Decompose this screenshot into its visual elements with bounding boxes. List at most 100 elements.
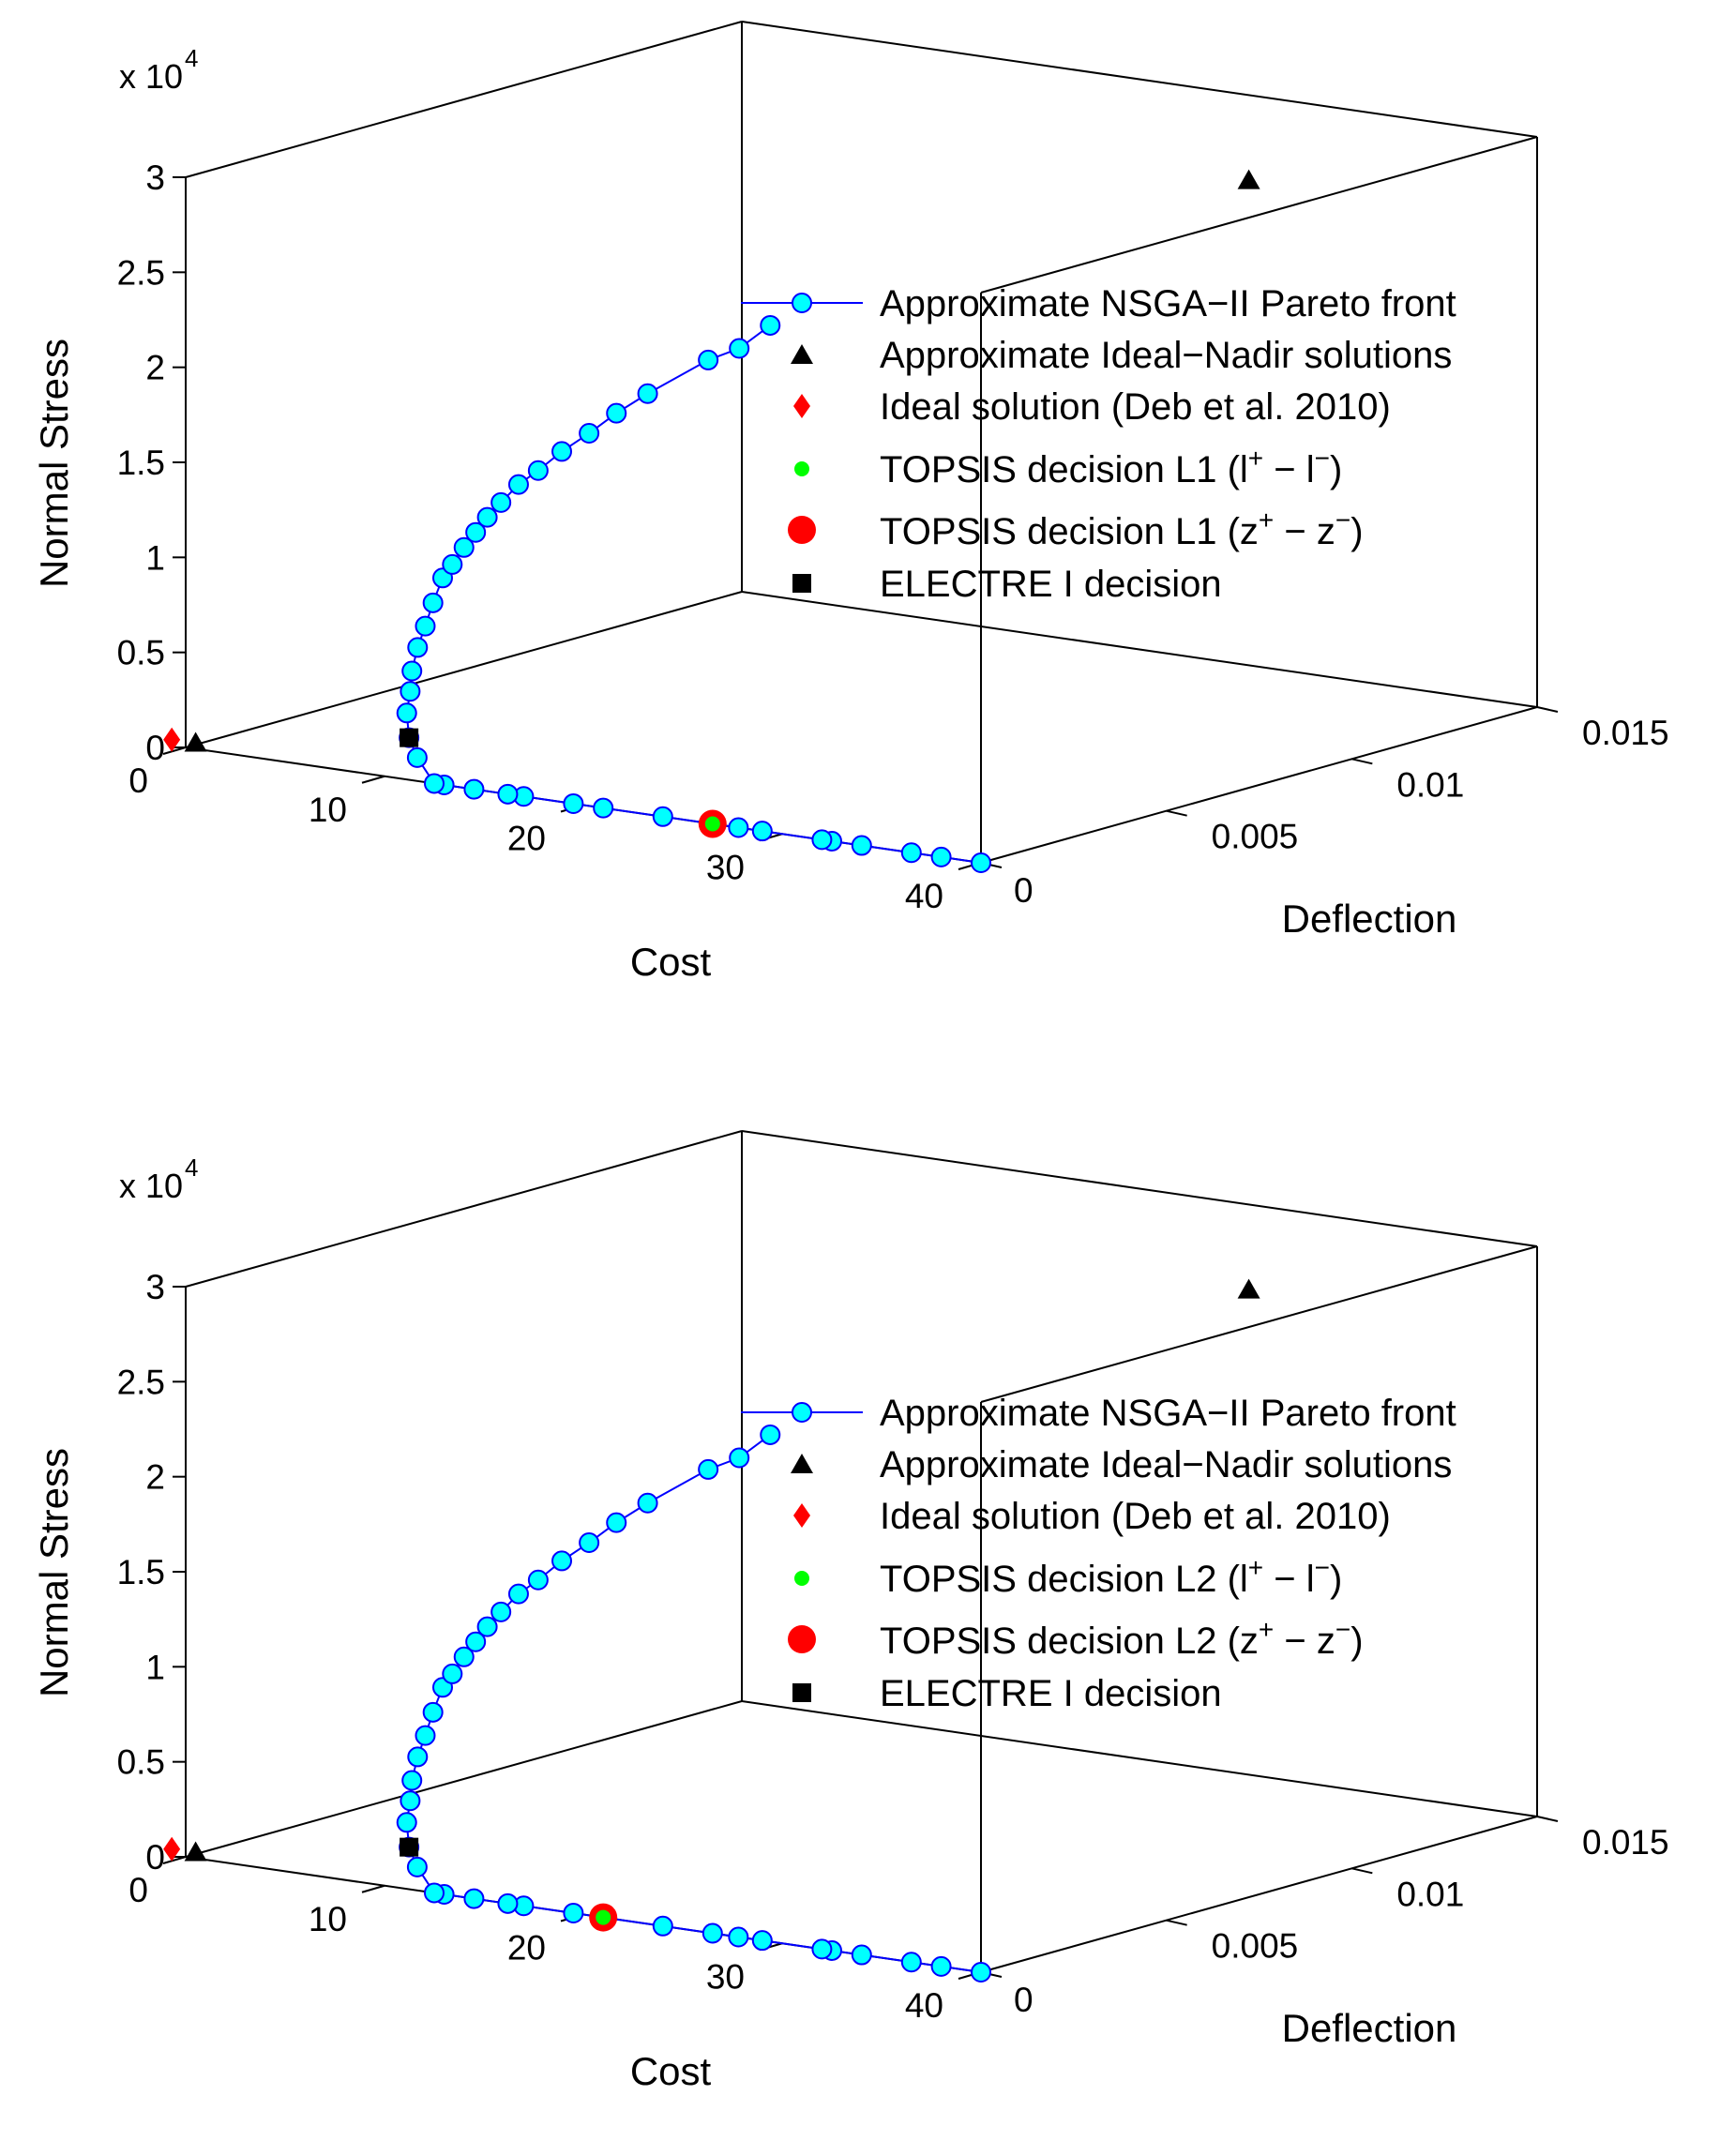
y-tick-label: 0.015 xyxy=(1582,714,1669,752)
legend-diamond-marker xyxy=(793,394,810,418)
pareto-point xyxy=(751,1930,773,1952)
y-tick xyxy=(1536,706,1559,713)
x-tick-label: 20 xyxy=(507,820,546,858)
pareto-point xyxy=(900,1952,922,1973)
y-axis-label: Deflection xyxy=(1282,2006,1457,2050)
z-tick-label: 0 xyxy=(145,729,165,767)
pareto-point xyxy=(527,1569,549,1591)
legend-topsis-l-label-sep: − l xyxy=(1263,1559,1314,1600)
legend-topsis-l-label: TOPSIS decision L2 (l+ − l−) xyxy=(880,1553,1342,1600)
pareto-point xyxy=(971,1962,991,1983)
pareto-point xyxy=(415,1725,436,1746)
ideal-nadir-marker xyxy=(184,1841,207,1862)
pareto-point xyxy=(463,778,485,800)
pareto-point xyxy=(563,1902,584,1923)
pareto-point xyxy=(463,1888,485,1909)
box-top-right-edge xyxy=(980,136,1538,294)
electre-marker xyxy=(400,1837,419,1857)
z-tick-label: 2.5 xyxy=(117,1363,165,1401)
y-tick-label: 0.01 xyxy=(1396,765,1464,804)
box-top-back-edge xyxy=(741,21,1538,138)
box-back-bottom-edge xyxy=(741,591,1538,708)
y-tick-label: 0.005 xyxy=(1212,1927,1299,1966)
pareto-point xyxy=(563,792,584,814)
legend-ideal-deb-label: Ideal solution (Deb et al. 2010) xyxy=(880,1496,1391,1537)
legend-topsis-l-label-minus: − xyxy=(1315,1553,1330,1582)
z-multiplier-label: x 10 xyxy=(119,1167,183,1205)
x-axis-label: Cost xyxy=(630,2049,712,2093)
pareto-point xyxy=(406,1856,428,1877)
pareto-point xyxy=(442,1663,463,1684)
pareto-front-line xyxy=(405,1434,982,1973)
topsis-l-marker xyxy=(704,816,720,832)
pareto-point xyxy=(453,536,475,558)
x-tick-label: 0 xyxy=(128,1871,148,1909)
z-multiplier-exponent: 4 xyxy=(185,1153,198,1182)
x-tick-label: 40 xyxy=(905,877,943,915)
legend-topsis-l-label-main: TOPSIS decision L2 (l xyxy=(880,1559,1248,1600)
y-tick-label: 0.015 xyxy=(1582,1823,1669,1862)
pareto-point xyxy=(497,1892,519,1914)
pareto-point xyxy=(593,797,614,819)
pareto-point xyxy=(497,783,519,805)
pareto-point xyxy=(476,1616,498,1637)
y-tick-label: 0 xyxy=(1014,1981,1033,2019)
pareto-point xyxy=(424,773,445,794)
z-tick-label: 0.5 xyxy=(117,634,165,672)
x-tick xyxy=(162,746,187,755)
x-tick-label: 40 xyxy=(905,1986,943,2025)
pareto-point xyxy=(760,314,781,336)
topsis-l-marker xyxy=(596,1909,611,1925)
legend-topsis-l-label-plus: + xyxy=(1248,1553,1263,1582)
box-left-bottom-edge xyxy=(185,1700,743,1858)
z-tick-label: 1 xyxy=(145,538,165,577)
pareto-point xyxy=(400,681,421,702)
pareto-point xyxy=(422,592,444,613)
y-tick xyxy=(1351,1867,1373,1875)
legend-small-circle-marker xyxy=(794,461,809,476)
legend-front-label: Approximate NSGA−II Pareto front xyxy=(880,1393,1456,1434)
pareto-point xyxy=(971,852,991,873)
pareto-point xyxy=(407,1746,429,1768)
legend-ideal-nadir-label: Approximate Ideal−Nadir solutions xyxy=(880,335,1452,376)
pareto-point xyxy=(930,846,952,867)
pareto-point xyxy=(637,383,658,404)
pareto-point xyxy=(760,1424,781,1445)
z-multiplier-label: x 10 xyxy=(119,57,183,96)
pareto-point xyxy=(698,1458,719,1480)
legend-topsis-z-label-sep: − z xyxy=(1274,1621,1335,1662)
pareto-point xyxy=(507,1583,529,1605)
legend-square-marker xyxy=(792,1683,811,1702)
legend-topsis-l-label-end: ) xyxy=(1330,1559,1342,1600)
x-tick-label: 20 xyxy=(507,1929,546,1968)
y-tick xyxy=(1166,1919,1187,1926)
box-back-bottom-edge xyxy=(741,1700,1538,1817)
y-tick-label: 0.005 xyxy=(1212,818,1299,856)
z-tick-label: 3 xyxy=(145,158,165,197)
z-axis-label: Normal Stress xyxy=(32,339,76,588)
x-tick xyxy=(361,775,385,784)
legend-electre-label: ELECTRE I decision xyxy=(880,564,1222,605)
pareto-point xyxy=(729,1447,750,1469)
legend-topsis-z-label-plus: + xyxy=(1259,1615,1274,1644)
ideal-deb-marker xyxy=(163,727,181,752)
legend-topsis-z-label-main: TOPSIS decision L2 (z xyxy=(880,1621,1259,1662)
legend-triangle-marker xyxy=(791,344,813,364)
legend-topsis-l-label: TOPSIS decision L1 (l+ − l−) xyxy=(880,444,1342,490)
z-tick-label: 2 xyxy=(145,1458,165,1497)
pareto-point xyxy=(551,1550,573,1572)
pareto-point xyxy=(490,1601,512,1622)
pareto-point xyxy=(507,474,529,495)
legend-topsis-l-label-main: TOPSIS decision L1 (l xyxy=(880,449,1248,490)
ideal-nadir-marker xyxy=(1237,1278,1260,1299)
legend-topsis-z-label-main: TOPSIS decision L1 (z xyxy=(880,511,1259,552)
box-top-left-edge xyxy=(185,1130,743,1288)
pareto-point xyxy=(453,1646,475,1667)
z-tick-label: 0 xyxy=(145,1838,165,1877)
legend-ideal-nadir-label: Approximate Ideal−Nadir solutions xyxy=(880,1444,1452,1485)
pareto-point xyxy=(465,521,487,543)
legend-diamond-marker xyxy=(793,1503,810,1528)
legend-topsis-z-label-sep: − z xyxy=(1274,511,1335,552)
z-tick-label: 1 xyxy=(145,1648,165,1686)
z-tick-label: 1.5 xyxy=(117,444,165,482)
